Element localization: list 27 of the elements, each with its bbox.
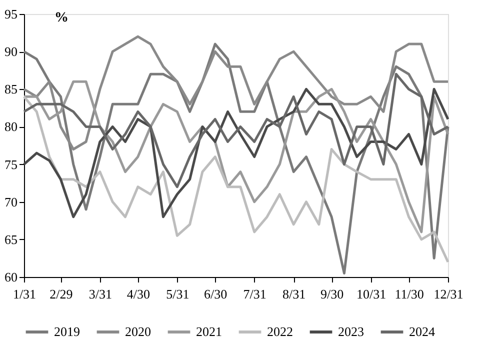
x-tick-label: 9/30 bbox=[320, 286, 344, 302]
y-tick-label: 70 bbox=[4, 194, 18, 210]
x-tick-label: 3/31 bbox=[88, 286, 112, 302]
y-tick-label: 75 bbox=[4, 156, 18, 172]
y-tick-label: 95 bbox=[4, 6, 18, 22]
legend-label: 2019 bbox=[54, 324, 80, 339]
x-tick-label: 1/31 bbox=[12, 286, 36, 302]
x-tick-label: 12/31 bbox=[434, 286, 464, 302]
x-tick-label: 8/31 bbox=[282, 286, 306, 302]
x-tick-label: 6/30 bbox=[204, 286, 228, 302]
legend-label: 2024 bbox=[409, 324, 436, 339]
y-tick-label: 85 bbox=[4, 82, 18, 97]
y-axis-title: % bbox=[54, 10, 68, 26]
y-tick-label: 60 bbox=[4, 270, 18, 284]
x-tick-label: 5/31 bbox=[166, 286, 190, 302]
x-tick-label: 4/30 bbox=[126, 286, 150, 302]
y-tick-label: 90 bbox=[4, 44, 18, 60]
legend-label: 2020 bbox=[125, 324, 151, 339]
x-tick-label: 11/30 bbox=[394, 286, 424, 302]
legend-label: 2021 bbox=[196, 324, 222, 339]
y-tick-label: 80 bbox=[4, 119, 18, 134]
y-tick-label: 65 bbox=[4, 232, 18, 247]
x-tick-label: 10/31 bbox=[356, 286, 386, 302]
x-tick-label: 2/29 bbox=[50, 286, 73, 302]
legend-label: 2023 bbox=[338, 324, 364, 339]
legend-label: 2022 bbox=[267, 324, 293, 339]
x-tick-label: 7/31 bbox=[243, 286, 266, 302]
